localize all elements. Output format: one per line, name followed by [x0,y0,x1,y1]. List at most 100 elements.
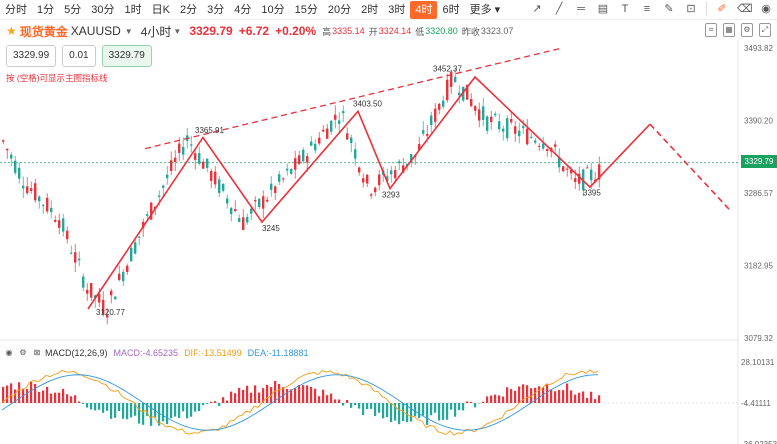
timeframe-0[interactable]: 分时 [5,3,27,16]
macd-histogram-bar [354,403,357,405]
macd-histogram-bar [398,403,401,425]
timeframe-9[interactable]: 10分 [261,3,285,16]
macd-histogram-bar [574,394,577,403]
chevron-down-icon[interactable]: ▼ [173,26,182,36]
timeframe-1[interactable]: 1分 [37,3,55,16]
timeframe-2[interactable]: 5分 [64,3,82,16]
timeframe-3[interactable]: 30分 [91,3,115,16]
candle-body [422,130,425,134]
hint-text: 按 (空格)可显示主图指标线 [6,73,108,83]
symbol-code[interactable]: XAUUSD [70,24,121,38]
candle-body [82,276,85,288]
candle-body [438,103,441,110]
projection-dashed-line [649,123,731,211]
macd-histogram-bar [210,401,213,403]
close-icon[interactable]: ⊠ [33,348,41,357]
eraser-icon[interactable]: ⌫ [737,3,753,15]
candle-body [478,109,481,121]
y-tick-label: 3079.32 [744,334,773,343]
fullscreen-icon[interactable]: ⤢ [759,23,771,37]
buy-price-box[interactable]: 3329.79 [101,45,152,67]
candle-body [106,314,109,318]
channel-icon[interactable]: ▤ [597,3,609,15]
macd-histogram-bar [406,403,409,423]
pivot-label: 3365.91 [195,126,224,135]
macd-histogram-bar [306,385,309,403]
sell-price-box[interactable]: 3329.99 [6,45,57,67]
eye-icon[interactable]: ◉ [761,3,771,15]
trend-line-icon[interactable]: ↗ [532,3,542,15]
candle-body [294,158,297,170]
macd-histogram-bar [98,403,101,410]
macd-histogram-bar [346,399,349,403]
candle-body [322,129,325,132]
quantity-input[interactable]: 0.01 [62,45,96,67]
indicator-icon[interactable]: ⌗ [705,23,717,37]
timeframe-5[interactable]: 日K [151,3,170,16]
chevron-down-icon[interactable]: ▼ [124,26,133,36]
macd-histogram-bar [534,387,537,403]
candle-body [38,196,41,202]
timeframe-13[interactable]: 3时 [388,3,406,16]
favorite-star-icon[interactable]: ★ [6,24,17,38]
macd-histogram-bar [258,392,261,403]
macd-histogram-bar [322,389,325,403]
timeframe-11[interactable]: 20分 [327,3,352,16]
brush-icon[interactable]: ✐ [717,3,727,15]
macd-histogram-bar [2,386,5,403]
prev-close-label: 昨收 [461,26,480,37]
macd-histogram-bar [46,386,49,403]
y-tick-label: 3493.82 [744,44,773,53]
timeframe-4[interactable]: 1时 [124,3,142,16]
macd-histogram-bar [442,403,445,420]
macd-histogram-bar [122,403,125,419]
candle-body [102,299,105,314]
settings-icon[interactable]: ⚙ [741,23,753,37]
pen-icon[interactable]: ✎ [664,3,674,15]
macd-histogram-bar [526,385,529,403]
macd-histogram-bar [294,388,297,403]
candle-body [282,178,285,180]
candle-body [22,185,25,189]
settings-icon[interactable]: ⚙ [19,348,27,357]
macd-histogram-bar [390,403,393,423]
macd-histogram-bar [214,401,217,403]
candle-body [298,155,301,164]
candle-body [114,296,117,300]
candle-body [558,157,561,168]
macd-histogram-bar [570,390,573,403]
macd-histogram-bar [290,389,293,403]
ruler-icon[interactable]: ⊡ [686,3,696,15]
ray-icon[interactable]: ╱ [555,3,563,15]
macd-histogram-bar [106,403,109,411]
layout-icon[interactable]: ▦ [723,23,735,37]
macd-histogram-bar [230,391,233,403]
symbol-name[interactable]: 现货黄金 [19,24,68,39]
open-label: 开 [368,26,378,37]
candle-body [362,178,365,183]
macd-histogram-bar [26,389,29,403]
candle-body [486,116,489,131]
timeframe-14[interactable]: 4时 [410,0,438,19]
timeframe-12[interactable]: 2时 [361,3,379,16]
candle-body [30,188,33,191]
period-label[interactable]: 4小时 [140,24,172,39]
text-icon[interactable]: T [621,3,629,15]
candle-body [514,126,517,134]
candle-body [426,133,429,136]
horizontal-line-icon[interactable]: ═ [577,3,585,15]
timeframe-10[interactable]: 15分 [294,3,318,16]
price-chart[interactable]: 3493.82 3390.20 3286.57 3182.95 3079.32 3120.… [0,40,777,444]
candle-body [258,198,261,208]
more-timeframes-button[interactable]: 更多 ▾ [469,3,501,16]
timeframe-6[interactable]: 2分 [179,3,198,16]
fib-icon[interactable]: ≡ [643,3,651,15]
macd-histogram-bar [422,403,425,416]
macd-value: MACD:-4.65235 [113,348,179,358]
timeframe-7[interactable]: 3分 [207,3,225,16]
timeframe-8[interactable]: 4分 [234,3,252,16]
eye-icon[interactable]: ◉ [5,348,13,357]
timeframe-15[interactable]: 6时 [442,3,460,16]
candle-body [522,126,525,129]
macd-histogram-bar [358,403,361,409]
